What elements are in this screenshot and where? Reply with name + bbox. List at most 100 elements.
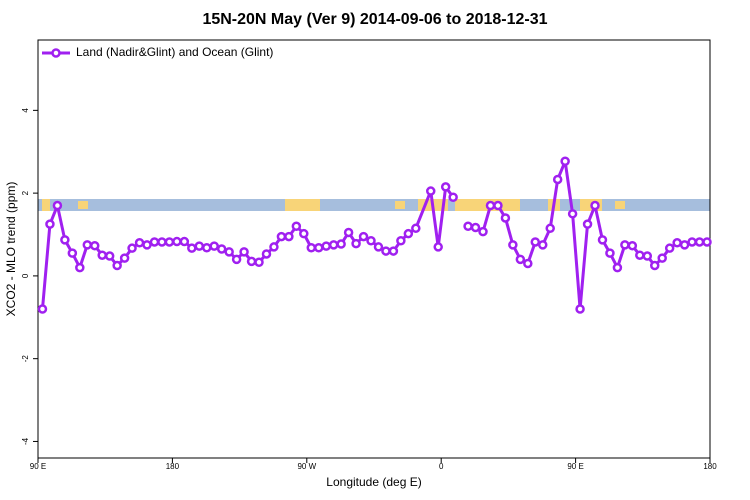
data-point: [216, 244, 227, 254]
data-point: [485, 200, 496, 211]
data-point: [582, 219, 593, 229]
legend-label: Land (Nadir&Glint) and Ocean (Glint): [76, 45, 273, 59]
data-point: [388, 246, 399, 256]
land-ocean-band: [38, 199, 710, 211]
data-point: [627, 240, 638, 251]
data-point: [75, 262, 85, 273]
data-point: [642, 251, 653, 261]
data-point: [530, 237, 541, 247]
data-point: [500, 213, 511, 223]
y-tick-label: -2: [21, 355, 30, 363]
data-point: [635, 250, 645, 260]
data-point: [321, 241, 331, 251]
data-point: [149, 237, 160, 247]
data-point: [306, 243, 317, 253]
plot-frame: [37, 39, 711, 459]
series-line: [40, 159, 708, 311]
data-point: [261, 249, 272, 259]
data-point: [239, 247, 249, 257]
data-point: [104, 251, 115, 261]
y-tick-label: 0: [21, 273, 30, 278]
data-point: [612, 262, 623, 273]
data-point: [508, 240, 518, 250]
x-tick-label: 180: [703, 462, 717, 471]
y-tick-label: 2: [21, 190, 30, 195]
data-point: [112, 260, 122, 271]
data-point: [97, 250, 107, 260]
data-point: [657, 253, 667, 263]
data-point: [52, 200, 63, 211]
data-point: [276, 231, 287, 242]
data-point: [343, 227, 354, 238]
data-point: [702, 237, 712, 247]
data-point: [194, 241, 205, 251]
data-point: [142, 240, 152, 250]
data-point: [187, 243, 197, 253]
data-point: [291, 221, 302, 231]
data-point: [60, 235, 70, 245]
y-tick-label: 4: [21, 108, 30, 113]
data-point: [328, 240, 339, 250]
data-point: [313, 243, 324, 253]
data-point: [201, 243, 212, 253]
data-point: [567, 209, 578, 219]
data-point: [523, 258, 533, 269]
data-point: [605, 248, 615, 258]
x-tick-label: 0: [439, 462, 444, 471]
data-point: [358, 231, 369, 242]
data-point: [179, 236, 190, 247]
data-point: [537, 240, 548, 250]
x-tick-label: 90 E: [567, 462, 583, 471]
data-point: [224, 247, 234, 257]
data-point: [440, 182, 451, 192]
data-point: [89, 240, 100, 251]
data-point: [157, 237, 167, 247]
data-point: [463, 221, 473, 231]
data-point: [470, 222, 481, 233]
data-point: [403, 228, 414, 239]
legend-marker: [51, 48, 61, 58]
data-point: [381, 246, 391, 256]
data-point: [366, 235, 376, 246]
data-point: [336, 239, 346, 249]
data-point: [299, 228, 309, 239]
data-point: [649, 260, 660, 271]
data-point: [664, 243, 675, 253]
y-tick-label: -4: [21, 437, 30, 445]
data-point: [254, 257, 264, 267]
data-point: [411, 223, 421, 234]
data-point: [694, 237, 705, 247]
data-point: [127, 243, 137, 253]
x-tick-label: 90 E: [30, 462, 46, 471]
x-tick-label: 90 W: [297, 462, 316, 471]
chart-title: 15N-20N May (Ver 9) 2014-09-06 to 2018-1…: [202, 11, 547, 28]
data-point: [552, 174, 563, 185]
data-point: [433, 242, 443, 252]
data-point: [597, 235, 608, 245]
x-axis-label: Longitude (deg E): [326, 475, 421, 489]
data-point: [172, 236, 182, 247]
data-point: [515, 254, 526, 265]
data-point: [246, 256, 257, 267]
data-point: [679, 240, 690, 250]
data-point: [269, 242, 279, 252]
data-point: [478, 226, 488, 237]
data-point: [560, 156, 570, 167]
data-point: [620, 240, 630, 250]
data-point: [209, 241, 219, 251]
data-point: [373, 242, 384, 252]
data-point: [82, 240, 93, 250]
data-point: [164, 237, 175, 247]
data-point: [284, 231, 294, 242]
data-point: [67, 248, 78, 258]
data-point: [425, 186, 436, 196]
data-point: [672, 238, 682, 248]
data-point: [590, 200, 600, 211]
data-point: [351, 238, 361, 249]
y-axis-label: XCO2 - MLO trend (ppm): [4, 182, 18, 317]
data-point: [448, 192, 458, 203]
data-point: [119, 253, 130, 263]
x-tick-label: 180: [166, 462, 180, 471]
data-point: [231, 254, 242, 265]
